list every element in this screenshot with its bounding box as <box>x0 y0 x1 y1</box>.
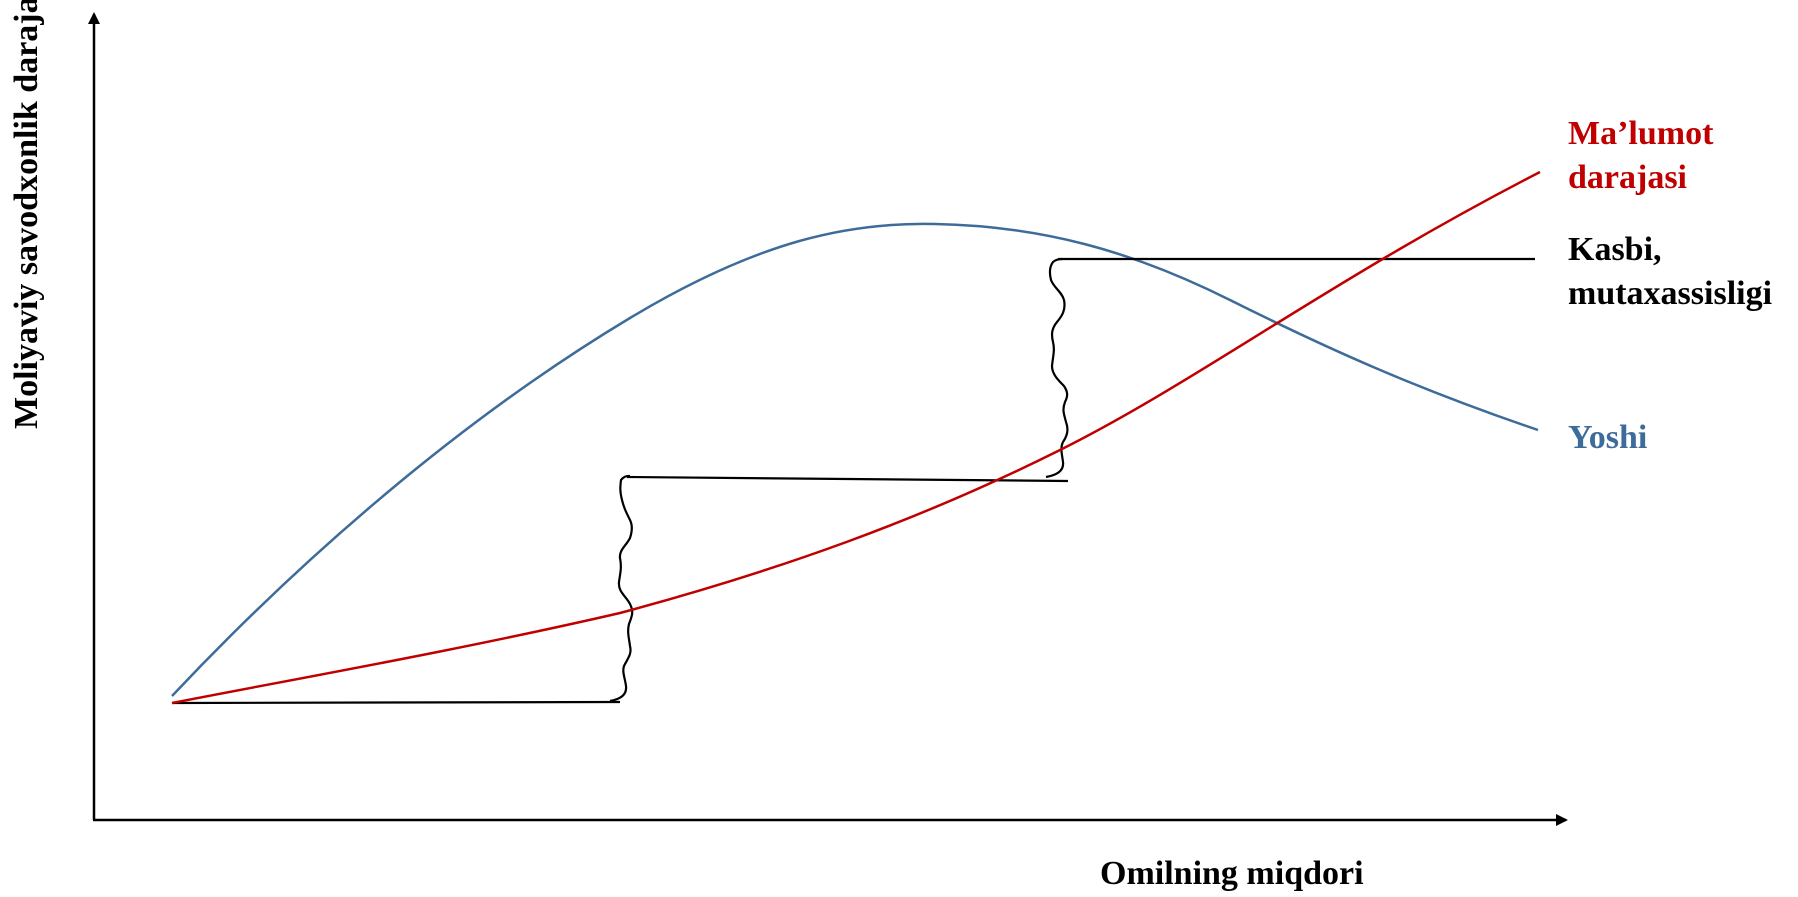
series-label-kasbi-line1: Kasbi, <box>1568 231 1662 268</box>
series-line-yoshi <box>171 222 1539 697</box>
series-label-malumot-line1: Ma’lumot <box>1568 115 1714 152</box>
step-riser-2 <box>1045 257 1069 479</box>
series-line-malumot <box>171 170 1541 705</box>
series-steps-kasbi <box>171 257 1535 705</box>
y-axis-label: Moliyaviy savodxonlik darajasi <box>8 0 45 429</box>
series-label-kasbi: Kasbi, mutaxassisligi <box>1568 228 1772 316</box>
series-label-yoshi-line1: Yoshi <box>1568 419 1648 456</box>
series-label-malumot: Ma’lumot darajasi <box>1568 112 1713 200</box>
step-segment-1 <box>171 700 621 705</box>
x-axis-label: Omilning miqdori <box>1100 855 1364 892</box>
series-label-malumot-line2: darajasi <box>1568 159 1687 196</box>
series-label-yoshi: Yoshi <box>1568 416 1647 460</box>
step-riser-1 <box>609 474 634 703</box>
series-label-kasbi-line2: mutaxassisligi <box>1568 275 1773 312</box>
